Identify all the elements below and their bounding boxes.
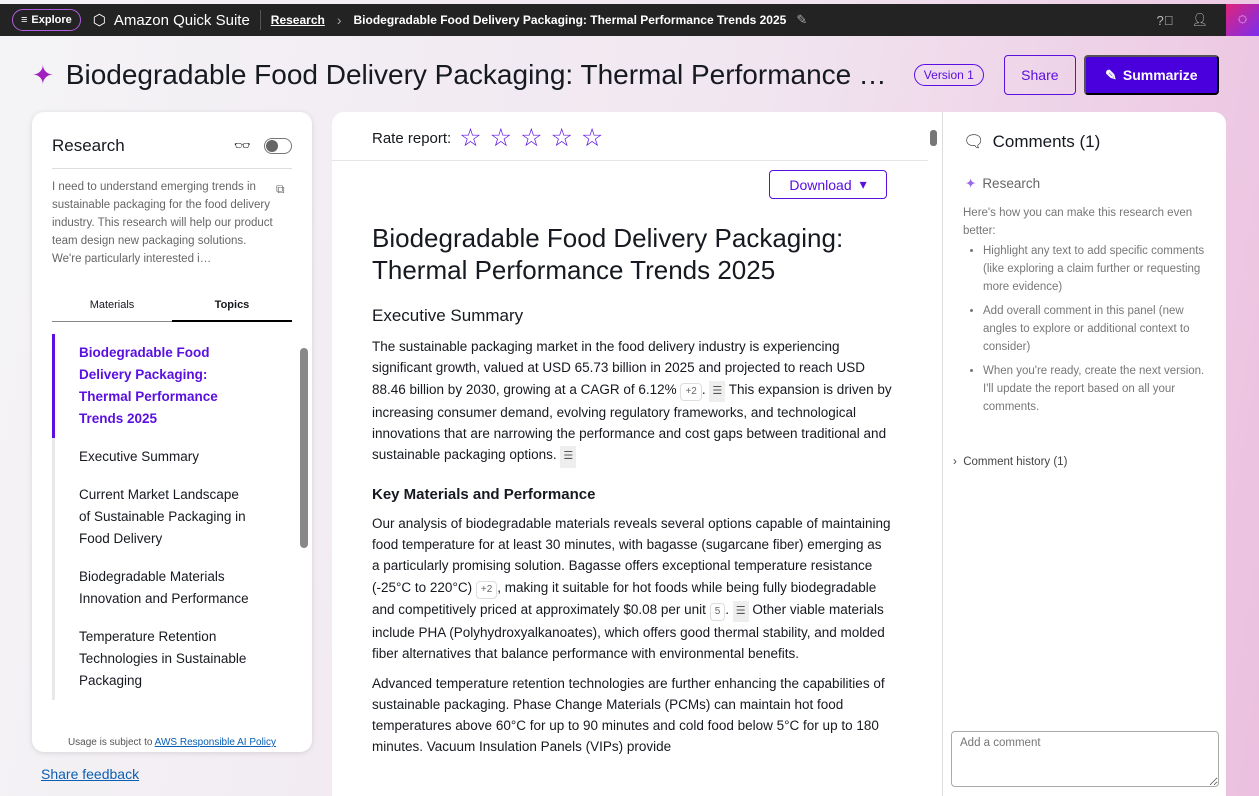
report-document: Biodegradable Food Delivery Packaging: T…	[372, 222, 892, 766]
report-header: ✦ Biodegradable Food Delivery Packaging:…	[32, 55, 1227, 95]
download-button[interactable]: Download ▾	[769, 170, 887, 199]
top-nav-bar: ≡ Explore ⬡ Amazon Quick Suite Research › …	[0, 4, 1259, 36]
menu-icon: ≡	[21, 14, 28, 26]
brand-logo[interactable]: ⬡ Amazon Quick Suite	[92, 11, 250, 30]
glasses-icon: 👓︎	[234, 138, 251, 153]
citation-badge[interactable]: 5	[709, 602, 726, 621]
chevron-right-icon: ›	[336, 12, 342, 28]
toc-item[interactable]: Biodegradable Food Delivery Packaging: T…	[52, 334, 252, 438]
tip-item: Highlight any text to add specific comme…	[983, 242, 1213, 296]
citation-badge[interactable]: +2	[680, 382, 702, 401]
toc-item[interactable]: Biodegradable Materials Innovation and P…	[52, 558, 252, 618]
star-icon[interactable]: ☆	[520, 124, 543, 152]
rating-bar: Rate report: ☆ ☆ ☆ ☆ ☆	[372, 126, 603, 151]
text: , making it suitable for hot foods while…	[372, 579, 877, 617]
version-badge[interactable]: Version 1	[913, 64, 984, 86]
divider	[332, 160, 928, 161]
star-icon[interactable]: ☆	[550, 124, 573, 152]
rate-label: Rate report:	[372, 130, 452, 147]
chevron-right-icon: ›	[953, 456, 964, 468]
breadcrumb-current: Biodegradable Food Delivery Packaging: T…	[353, 13, 787, 27]
comment-body: Here's how you can make this research ev…	[963, 204, 1213, 422]
share-button[interactable]: Share	[1003, 55, 1076, 95]
caret-down-icon: ▾	[859, 176, 867, 192]
divider	[259, 10, 261, 30]
sources-icon[interactable]: ☰	[560, 446, 577, 468]
history-label: Comment history (1)	[963, 456, 1068, 468]
copy-icon[interactable]: ⧉	[276, 182, 285, 196]
tip-item: When you're ready, create the next versi…	[983, 362, 1213, 416]
document-title: Biodegradable Food Delivery Packaging: T…	[372, 223, 844, 285]
author-name: Research	[982, 176, 1041, 191]
divider	[52, 168, 292, 169]
paragraph: Advanced temperature retention technolog…	[372, 675, 885, 755]
summarize-button[interactable]: ✎ Summarize	[1083, 55, 1219, 95]
policy-link[interactable]: AWS Responsible AI Policy	[154, 737, 277, 748]
edit-icon[interactable]: ✎	[796, 12, 808, 27]
topics-list: Biodegradable Food Delivery Packaging: T…	[52, 334, 297, 728]
star-icon[interactable]: ☆	[489, 124, 513, 152]
tip-item: Add overall comment in this panel (new a…	[983, 302, 1213, 356]
star-icon[interactable]: ☆	[459, 124, 482, 152]
add-comment-input[interactable]	[951, 731, 1219, 787]
paragraph: Our analysis of biodegradable materials …	[372, 515, 891, 662]
scrollbar-thumb[interactable]	[930, 130, 937, 146]
text: The sustainable packaging market in the …	[372, 339, 866, 397]
reading-mode-toggle[interactable]	[264, 138, 292, 154]
download-label: Download	[789, 176, 852, 193]
report-panel: Rate report: ☆ ☆ ☆ ☆ ☆ Download ▾ Biodegr…	[332, 112, 942, 796]
share-feedback-link[interactable]: Share feedback	[41, 766, 140, 782]
usage-text: Usage is subject to	[67, 737, 155, 748]
citation-badge[interactable]: +2	[475, 580, 498, 599]
user-icon[interactable]: 👤︎	[1191, 12, 1208, 27]
research-prompt: I need to understand emerging trends in …	[52, 181, 273, 265]
explore-button[interactable]: ≡ Explore	[12, 9, 81, 31]
quick-suite-logo-icon: ⬡	[92, 12, 106, 29]
pencil-sparkle-icon: ✎	[1105, 66, 1117, 83]
comment-history-toggle[interactable]: › Comment history (1)	[953, 456, 1067, 468]
topics-scrollbar[interactable]	[300, 334, 308, 728]
tab-materials[interactable]: Materials	[52, 296, 172, 322]
sidebar-tabs: Materials Topics	[52, 296, 292, 322]
chat-sparkle-icon: ◌	[1237, 11, 1248, 28]
research-sidebar: Research 👓︎ I need to understand emergin…	[32, 112, 312, 752]
section-heading: Key Materials and Performance	[372, 485, 596, 503]
summarize-label: Summarize	[1122, 67, 1198, 83]
paragraph: The sustainable packaging market in the …	[372, 336, 892, 468]
chat-assistant-button[interactable]: ◌	[1226, 4, 1259, 36]
comment-intro: Here's how you can make this research ev…	[963, 207, 1193, 237]
comments-panel: 🗨︎ Comments (1) ✦ Research Here's how you …	[942, 112, 1226, 796]
section-heading: Executive Summary	[372, 306, 524, 325]
star-icon[interactable]: ☆	[580, 124, 604, 152]
tab-topics[interactable]: Topics	[172, 296, 292, 322]
toc-item[interactable]: Temperature Retention Technologies in Su…	[52, 618, 252, 700]
comment-author: ✦ Research	[965, 176, 1040, 192]
text: Our analysis of biodegradable materials …	[372, 515, 891, 595]
toc-item[interactable]: Executive Summary	[52, 438, 252, 476]
sources-icon[interactable]: ☰	[709, 380, 726, 402]
comments-header: 🗨︎ Comments (1)	[963, 132, 1100, 152]
sidebar-title: Research	[52, 136, 125, 155]
research-agent-icon: ✦	[965, 176, 977, 191]
usage-notice: Usage is subject to AWS Responsible AI P…	[32, 737, 312, 748]
breadcrumb-research[interactable]: Research	[270, 13, 325, 27]
help-icon[interactable]: ?⃝	[1156, 12, 1174, 28]
text: This expansion is driven by increasing c…	[372, 381, 892, 463]
text: Other viable materials include PHA (Poly…	[372, 601, 885, 662]
scrollbar-thumb[interactable]	[300, 348, 308, 548]
speech-bubble-icon: 🗨︎	[963, 132, 985, 151]
toc-item[interactable]: Current Market Landscape of Sustainable …	[52, 476, 252, 558]
research-agent-icon: ✦	[32, 59, 54, 90]
report-scrollbar[interactable]	[928, 112, 940, 796]
sources-icon[interactable]: ☰	[732, 600, 749, 622]
page-title: Biodegradable Food Delivery Packaging: T…	[65, 59, 896, 90]
brand-name: Amazon Quick Suite	[113, 11, 250, 29]
comments-title: Comments (1)	[992, 132, 1101, 151]
explore-label: Explore	[31, 14, 72, 26]
